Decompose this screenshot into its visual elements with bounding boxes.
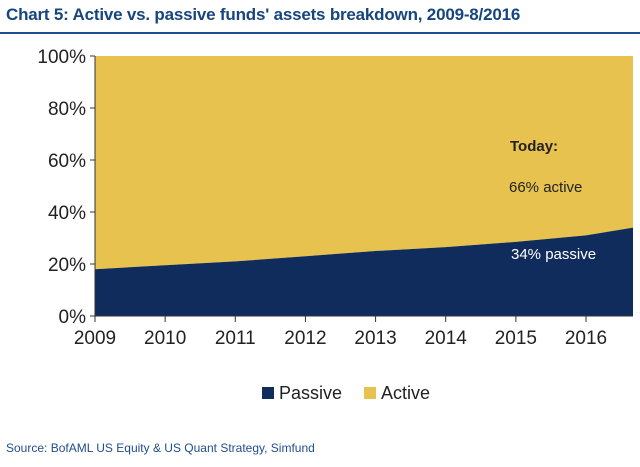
source-note: Source: BofAML US Equity & US Quant Stra… (6, 441, 315, 455)
x-tick-label: 2012 (284, 328, 326, 349)
annotation-passive-share: 34% passive (511, 246, 596, 263)
annotation-today: Today: (510, 138, 558, 155)
legend-label-passive: Passive (279, 383, 342, 403)
x-tick-label: 2013 (354, 328, 396, 349)
y-tick-label: 60% (48, 151, 86, 172)
y-tick-label: 0% (59, 307, 87, 328)
y-tick-label: 80% (48, 99, 86, 120)
x-tick-label: 2011 (215, 328, 256, 349)
x-tick-label: 2014 (425, 328, 468, 349)
x-tick-label: 2010 (144, 328, 186, 349)
series-passive-area (95, 227, 633, 316)
x-tick-label: 2009 (74, 328, 116, 349)
title-bar: Chart 5: Active vs. passive funds' asset… (0, 0, 640, 34)
legend-swatch-passive (262, 387, 274, 399)
y-tick-label: 100% (37, 47, 86, 68)
y-tick-label: 20% (48, 255, 86, 276)
series-active-area (95, 56, 633, 270)
x-tick-label: 2015 (495, 328, 537, 349)
legend-label-active: Active (381, 383, 430, 403)
y-tick-label: 40% (48, 203, 86, 224)
x-tick-label: 2016 (565, 328, 607, 349)
legend: Passive Active (262, 383, 430, 403)
annotation-active-share: 66% active (509, 179, 582, 196)
legend-swatch-active (364, 387, 376, 399)
area-chart: 0% 20% 40% 60% 80% 100% 2009 2010 2011 2012 2013 20… (37, 47, 633, 403)
chart-title: Chart 5: Active vs. passive funds' asset… (6, 5, 521, 24)
